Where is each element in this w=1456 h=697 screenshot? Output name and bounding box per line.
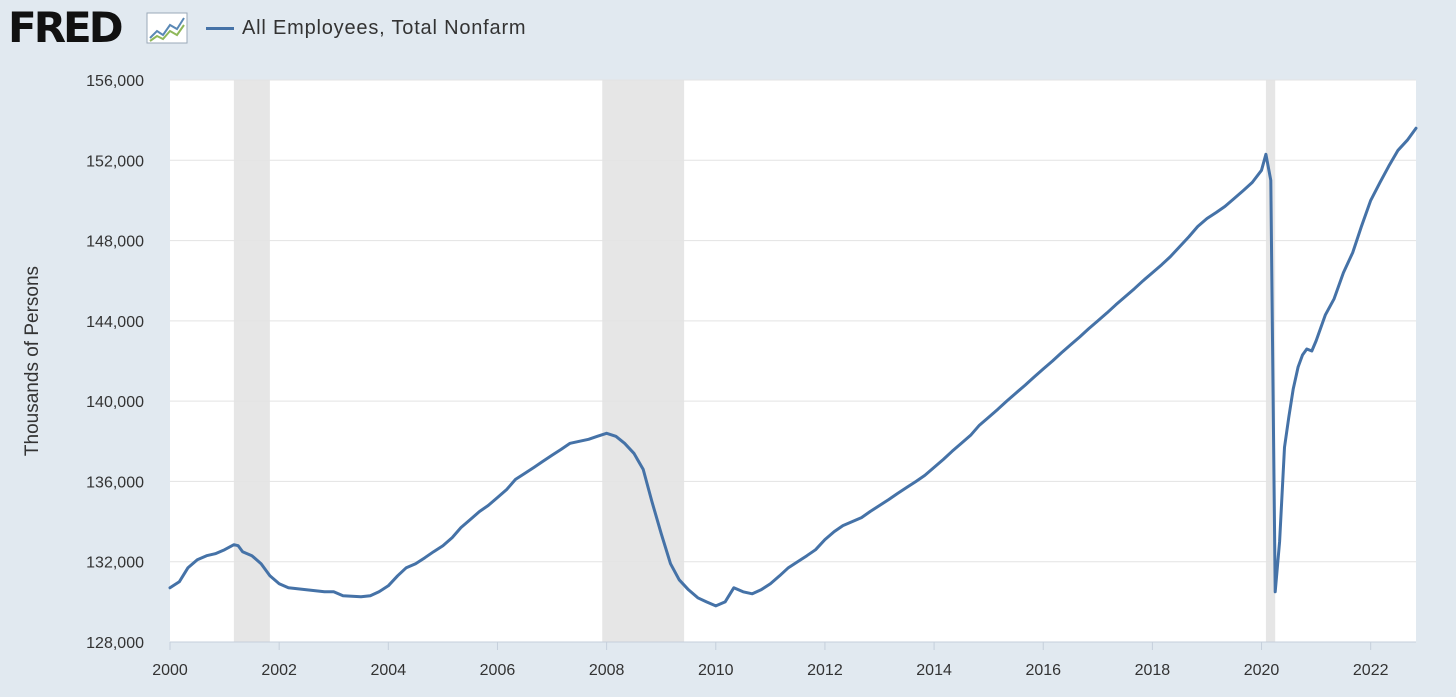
series-layer: [168, 126, 1418, 608]
x-tick-label: 2012: [807, 662, 843, 679]
y-tick-label: 132,000: [86, 555, 144, 572]
x-tick-label: 2010: [698, 662, 734, 679]
chart-header: FRED All Employees, Total Nonfarm: [0, 0, 1456, 62]
plot-background: [170, 80, 1416, 642]
chart-legend: All Employees, Total Nonfarm: [206, 17, 526, 40]
x-tick-label: 2000: [152, 662, 188, 679]
recession-bands: [233, 80, 1276, 642]
line-chart-icon: [146, 12, 188, 44]
x-tick-label: 2004: [371, 662, 407, 679]
legend-swatch: [206, 27, 234, 30]
x-tick-label: 2020: [1244, 662, 1280, 679]
y-tick-label: 156,000: [86, 73, 144, 90]
y-tick-label: 148,000: [86, 234, 144, 251]
y-tick-label: 144,000: [86, 314, 144, 331]
x-tick-label: 2008: [589, 662, 625, 679]
x-tick-label: 2002: [261, 662, 297, 679]
x-tick-label: 2018: [1135, 662, 1171, 679]
recession-band-0: [233, 80, 270, 642]
x-axis-ticks: 2000 2002 2004 2006 2008 2010 2012 2014 2016 2018…: [152, 642, 1389, 679]
fred-logo[interactable]: FRED: [8, 3, 124, 52]
gridlines: [170, 79, 1416, 643]
y-tick-label: 152,000: [86, 153, 144, 170]
legend-label[interactable]: All Employees, Total Nonfarm: [242, 17, 527, 39]
y-tick-label: 128,000: [86, 635, 144, 652]
y-tick-label: 140,000: [86, 394, 144, 411]
recession-band-1: [602, 80, 685, 642]
x-tick-label: 2016: [1025, 662, 1061, 679]
recession-band-2: [1265, 80, 1276, 642]
y-tick-label: 136,000: [86, 474, 144, 491]
x-tick-label: 2006: [480, 662, 516, 679]
y-axis-title: Thousands of Persons: [22, 266, 43, 456]
x-tick-label: 2014: [916, 662, 952, 679]
y-axis-ticks: 128,000 132,000 136,000 140,000 144,000 148,0…: [86, 73, 144, 652]
series-line-0[interactable]: [168, 126, 1418, 608]
x-tick-label: 2022: [1353, 662, 1389, 679]
logo-text: FRED: [8, 3, 124, 52]
